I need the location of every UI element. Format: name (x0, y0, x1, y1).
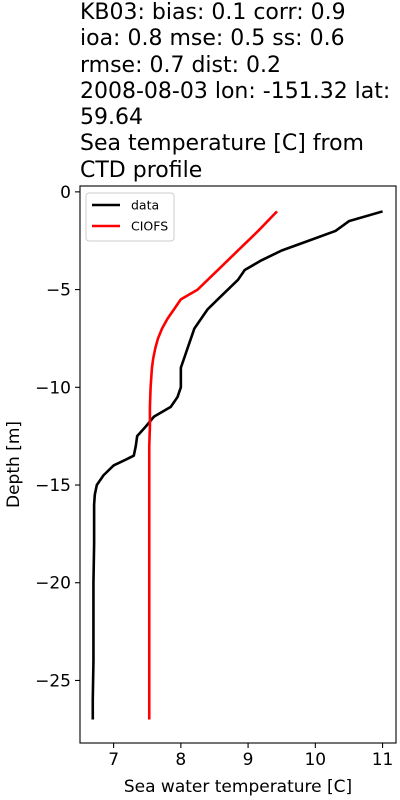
x-tick-label: 7 (108, 750, 119, 770)
y-tick-label: 0 (60, 183, 71, 203)
title-line: ioa: 0.8 mse: 0.5 ss: 0.6 (80, 26, 345, 52)
x-tick-label: 10 (304, 750, 326, 770)
series-line-data (91, 210, 383, 720)
legend: data CIOFS (85, 192, 175, 242)
legend-box (85, 192, 175, 242)
chart-title: KB03: bias: 0.1 corr: 0.9 ioa: 0.8 mse: … (80, 0, 398, 184)
x-tick-label: 8 (175, 750, 186, 770)
y-tick-label: −10 (35, 378, 71, 398)
x-tick-label: 11 (372, 750, 394, 770)
x-axis-label: Sea water temperature [C] (124, 777, 352, 797)
x-tick-label: 9 (243, 750, 254, 770)
series-line-ciofs (147, 210, 278, 720)
title-line: 2008-08-03 lon: -151.32 lat: (80, 78, 391, 104)
y-tick-label: −15 (35, 476, 71, 496)
axes-frame (79, 185, 397, 744)
title-line: rmse: 0.7 dist: 0.2 (80, 52, 282, 78)
legend-label-data: data (131, 198, 159, 213)
title-line: KB03: bias: 0.1 corr: 0.9 (80, 0, 346, 25)
title-line: CTD profile (80, 157, 203, 183)
series-layer (91, 210, 383, 720)
y-tick-label: −25 (35, 671, 71, 691)
axes-layer: 7 8 9 10 11 0 −5 −10 −15 −20 −25 Sea water temperat… (4, 183, 397, 797)
y-tick-label: −20 (35, 574, 71, 594)
y-tick-label: −5 (46, 281, 71, 301)
title-line: Sea temperature [C] from (80, 131, 364, 157)
title-line: 59.64 (80, 105, 143, 131)
legend-label-ciofs: CIOFS (131, 219, 168, 234)
y-axis-label: Depth [m] (4, 421, 24, 508)
